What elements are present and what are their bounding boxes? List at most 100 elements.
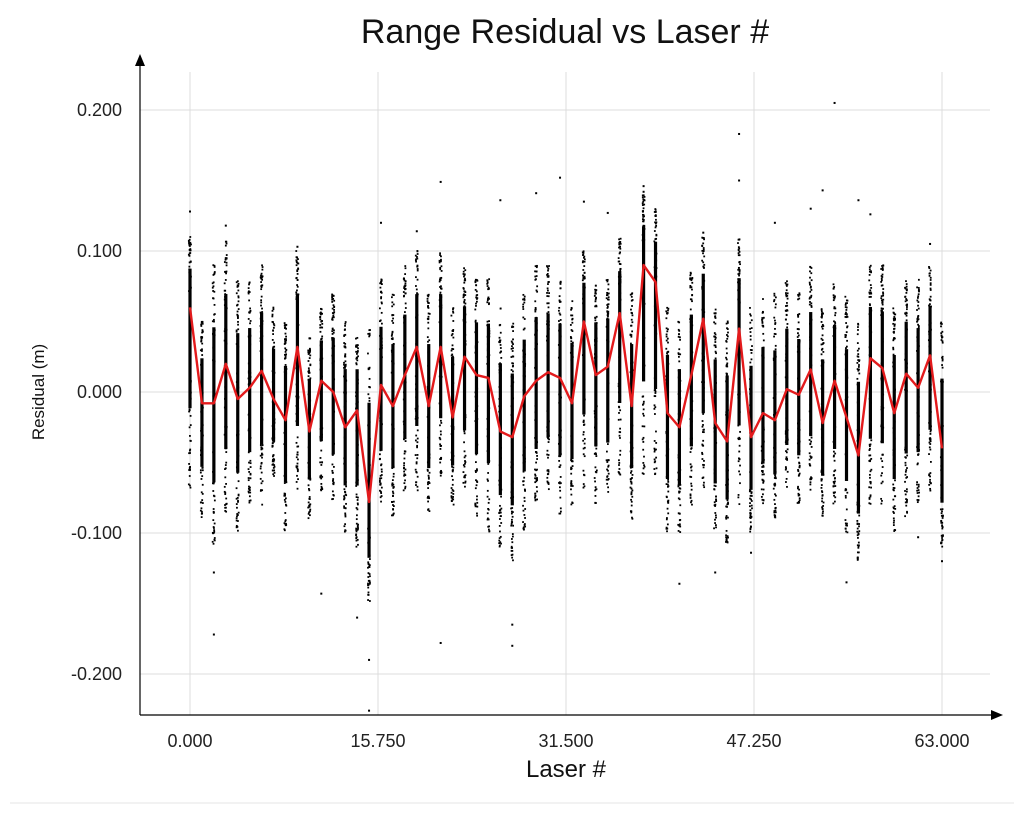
residual-point: [666, 517, 668, 519]
residual-point: [332, 337, 335, 340]
residual-point: [355, 496, 358, 498]
residual-point: [223, 330, 226, 333]
residual-point: [416, 257, 419, 260]
residual-point: [439, 458, 441, 461]
residual-point: [941, 364, 943, 366]
residual-point: [737, 379, 740, 382]
residual-point: [510, 385, 513, 388]
residual-point: [499, 541, 502, 544]
residual-point: [739, 437, 741, 440]
residual-point: [498, 524, 501, 527]
residual-point: [583, 398, 586, 401]
residual-point: [559, 280, 562, 283]
residual-point: [440, 306, 443, 309]
residual-point: [379, 282, 382, 285]
residual-point: [547, 437, 550, 440]
residual-point: [738, 415, 741, 417]
residual-point: [463, 301, 466, 304]
residual-point: [882, 298, 885, 301]
residual-point: [559, 512, 562, 515]
residual-point: [833, 386, 836, 389]
residual-point: [557, 442, 560, 445]
residual-point: [786, 458, 788, 460]
residual-point: [738, 238, 741, 241]
residual-point: [331, 316, 334, 319]
residual-point: [785, 294, 788, 296]
residual-point: [869, 481, 872, 483]
residual-point: [343, 488, 346, 491]
residual-point: [201, 379, 203, 382]
residual-point: [391, 330, 394, 333]
residual-point: [331, 347, 334, 350]
residual-point: [570, 375, 573, 378]
residual-point: [917, 377, 919, 380]
residual-point: [607, 486, 610, 489]
residual-point: [761, 442, 764, 445]
residual-point: [367, 405, 370, 408]
residual-point: [367, 583, 370, 586]
residual-point: [464, 325, 466, 328]
residual-point: [512, 381, 515, 384]
residual-core-band: [415, 294, 419, 426]
residual-point: [295, 466, 298, 469]
residual-point: [737, 291, 740, 294]
residual-point: [715, 500, 718, 503]
residual-point: [642, 200, 645, 203]
residual-point: [762, 298, 764, 300]
residual-point: [499, 388, 501, 390]
residual-point: [715, 524, 717, 527]
residual-point: [427, 321, 430, 324]
residual-point: [476, 468, 478, 471]
residual-point: [524, 457, 526, 460]
residual-point: [832, 287, 835, 290]
residual-point: [319, 326, 322, 329]
residual-point: [846, 522, 848, 525]
residual-point: [189, 241, 192, 244]
residual-point: [821, 507, 824, 510]
residual-point: [320, 482, 323, 485]
residual-point: [762, 481, 765, 484]
residual-point: [713, 393, 716, 396]
residual-point: [630, 311, 633, 314]
residual-point: [415, 396, 418, 399]
residual-point: [834, 442, 836, 445]
residual-point: [726, 402, 729, 404]
residual-point: [391, 319, 394, 322]
residual-point: [689, 274, 692, 277]
residual-point: [225, 272, 227, 275]
residual-point: [475, 341, 478, 344]
residual-point: [643, 195, 646, 198]
residual-point: [511, 515, 514, 518]
residual-point: [928, 438, 931, 440]
residual-point: [260, 401, 262, 404]
residual-point: [821, 359, 824, 362]
residual-point: [798, 293, 801, 296]
residual-point: [343, 506, 346, 509]
residual-point: [200, 459, 203, 462]
residual-point: [690, 279, 693, 282]
residual-point: [762, 480, 765, 483]
residual-point: [225, 261, 228, 264]
residual-outlier-point: [368, 658, 371, 661]
residual-point: [905, 314, 908, 317]
residual-point: [535, 480, 538, 483]
residual-point: [391, 351, 393, 354]
residual-point: [893, 325, 896, 327]
residual-point: [200, 516, 203, 519]
residual-point: [749, 372, 752, 375]
residual-point: [415, 406, 418, 409]
residual-point: [714, 480, 717, 483]
residual-point: [714, 503, 717, 506]
residual-point: [940, 458, 943, 461]
residual-point: [534, 270, 536, 273]
residual-point: [726, 535, 729, 537]
residual-point: [499, 362, 501, 365]
residual-point: [846, 349, 849, 352]
residual-point: [440, 311, 442, 314]
residual-point: [869, 353, 872, 356]
residual-point: [547, 267, 550, 270]
residual-point: [536, 290, 539, 293]
residual-point: [475, 435, 478, 438]
residual-point: [476, 427, 478, 430]
residual-point: [283, 492, 286, 495]
